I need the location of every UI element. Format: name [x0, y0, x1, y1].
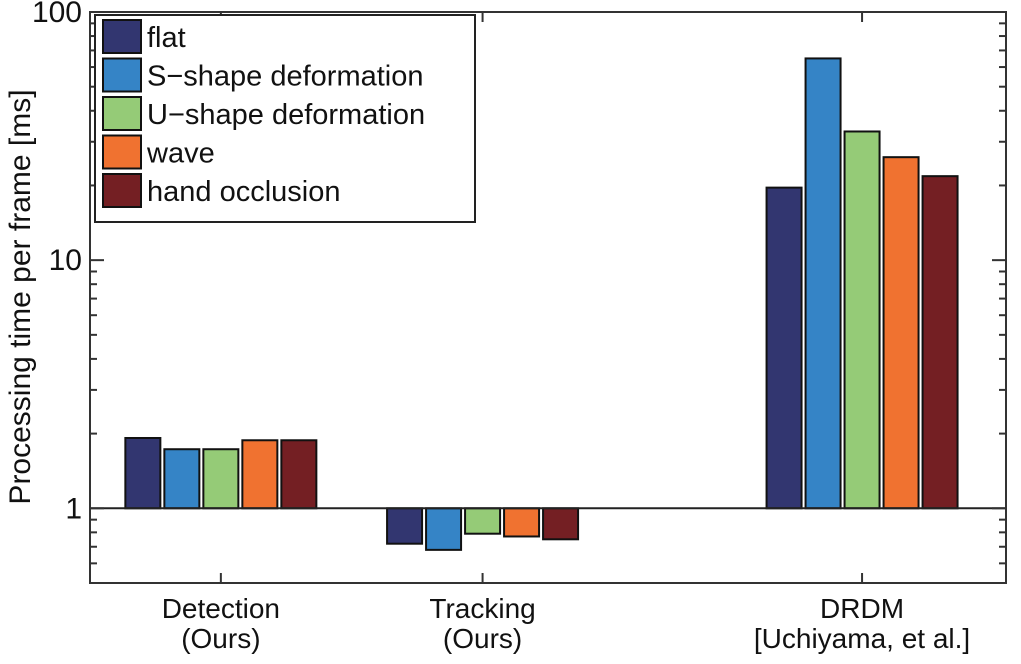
x-tick-labels: Detection(Ours)Tracking(Ours)DRDM[Uchiya… — [162, 593, 971, 654]
bar-1-1 — [425, 507, 463, 551]
legend-swatch — [102, 57, 142, 93]
x-tick-label-line2: (Ours) — [443, 623, 522, 654]
bar-1-2 — [464, 507, 502, 535]
bar-0-3 — [241, 439, 279, 510]
legend: flat S−shape deformation U−shape deformati… — [94, 14, 476, 223]
bar-0-2 — [202, 448, 240, 510]
bar-0-1 — [163, 448, 201, 510]
legend-swatch — [102, 134, 142, 170]
legend-swatch — [102, 173, 142, 208]
legend-label: wave — [146, 138, 215, 170]
bars-layer — [124, 57, 959, 551]
legend-label: hand occlusion — [147, 176, 340, 208]
bar-2-2 — [843, 130, 881, 510]
x-tick-label-line1: Tracking — [429, 593, 535, 624]
bar-2-3 — [882, 156, 920, 510]
y-tick-label: 10 — [49, 244, 82, 277]
legend-swatch — [102, 19, 142, 54]
bar-1-0 — [386, 507, 424, 545]
bar-2-0 — [765, 186, 803, 510]
bar-0-4 — [280, 439, 318, 510]
legend-label: U−shape deformation — [147, 99, 425, 131]
y-tick-label: 100 — [32, 0, 82, 29]
y-axis-label: Processing time per frame [ms] — [4, 89, 37, 504]
x-tick-label-line2: [Uchiyama, et al.] — [754, 623, 970, 654]
legend-swatch — [102, 96, 142, 131]
bar-2-4 — [921, 175, 959, 510]
bar-2-1 — [804, 57, 842, 510]
x-tick-label-line1: DRDM — [820, 593, 904, 624]
legend-label: flat — [147, 22, 186, 54]
bar-1-3 — [503, 507, 541, 538]
bar-0-0 — [124, 436, 162, 510]
x-tick-label-line2: (Ours) — [181, 623, 260, 654]
axes-box — [89, 11, 1007, 584]
ticks-layer — [90, 11, 1006, 584]
legend-box — [94, 14, 476, 223]
legend-label: S−shape deformation — [147, 61, 424, 93]
bar-1-4 — [542, 507, 580, 541]
y-tick-label: 1 — [65, 492, 82, 525]
x-tick-label-line1: Detection — [162, 593, 280, 624]
y-tick-labels: 1 10 100 — [32, 0, 82, 525]
